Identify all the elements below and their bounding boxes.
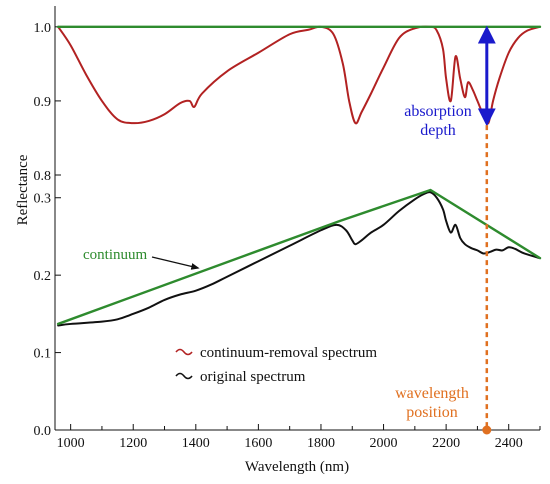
x-tick-label: 1600 [244,436,272,451]
x-tick-label: 1800 [307,436,335,451]
top-y-tick-label: 1.0 [34,21,52,36]
bottom-series-continuum [56,188,542,326]
top-panel-y-ticks: 0.8 0.9 1.0 [34,21,61,184]
bottom-y-tick-label: 0.0 [34,424,52,439]
legend: continuum-removal spectrum original spec… [175,345,377,385]
absorption-depth-label-line1: absorption [404,103,472,120]
x-tick-label: 2000 [370,436,398,451]
bottom-series-original-spectrum [57,191,541,327]
x-axis-ticks: 1000 1200 1400 1600 1800 2000 2200 2400 [57,424,541,451]
bottom-y-tick-label: 0.2 [34,269,52,284]
wavelength-position-marker [482,425,492,435]
absorption-depth-label-line2: depth [420,122,456,139]
legend-swatch-continuum-removal [175,348,193,356]
top-y-tick-label: 0.9 [34,95,52,110]
x-tick-label: 2200 [432,436,460,451]
top-y-tick-label: 0.8 [34,169,52,184]
wavelength-position-label-line1: wavelength [395,385,469,402]
series-layer [56,25,542,327]
x-tick-label: 2400 [495,436,523,451]
legend-label-continuum-removal: continuum-removal spectrum [200,345,377,361]
bottom-y-tick-label: 0.3 [34,192,52,207]
legend-swatch-original [175,372,193,380]
wavelength-position-label-line2: position [406,404,458,421]
x-axis-label: Wavelength (nm) [245,459,349,475]
x-tick-label: 1400 [182,436,210,451]
bottom-y-tick-label: 0.1 [34,347,52,362]
bottom-panel-y-ticks: 0.0 0.1 0.2 0.3 [34,192,61,439]
y-axis-label: Reflectance [15,154,31,225]
legend-label-original: original spectrum [200,369,306,385]
continuum-callout-label: continuum [83,247,147,263]
x-tick-label: 1000 [57,436,85,451]
continuum-callout-arrow [151,256,200,270]
x-tick-label: 1200 [119,436,147,451]
